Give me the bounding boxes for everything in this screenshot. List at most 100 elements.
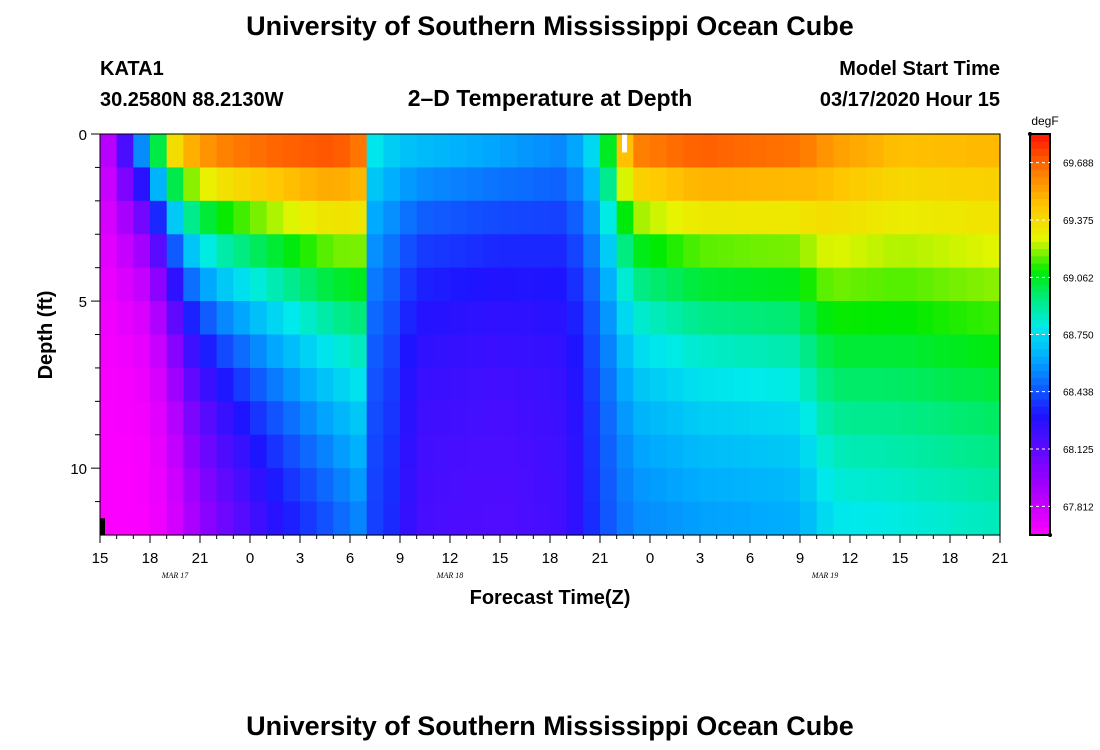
colorbar-segment [1030, 241, 1050, 250]
colorbar-segment [1030, 262, 1050, 271]
heatmap-cell [566, 468, 584, 503]
heatmap-cell [750, 301, 768, 336]
heatmap-cell [616, 367, 634, 402]
heatmap-cell [450, 267, 468, 302]
heatmap-cell [783, 468, 801, 503]
heatmap-cell [383, 468, 401, 503]
heatmap-cell [766, 434, 784, 469]
heatmap-cell [416, 434, 434, 469]
heatmap-cell [450, 367, 468, 402]
heatmap-cell [683, 200, 701, 235]
heatmap-cell [383, 367, 401, 402]
heatmap-cell [283, 134, 301, 169]
heatmap-cell [233, 434, 251, 469]
heatmap-cell [100, 334, 118, 369]
heatmap-cell [316, 468, 334, 503]
heatmap-cell [766, 200, 784, 235]
y-tick-label: 5 [79, 294, 87, 311]
heatmap-cell [850, 367, 868, 402]
heatmap-cell [600, 501, 618, 536]
heatmap-cell [433, 401, 451, 436]
heatmap-cell [716, 401, 734, 436]
heatmap-cell [750, 334, 768, 369]
heatmap-cell [383, 301, 401, 336]
heatmap-cell [583, 301, 601, 336]
heatmap-cell [933, 200, 951, 235]
heatmap-cell [700, 167, 718, 202]
heatmap-cell [850, 301, 868, 336]
heatmap-cell [250, 167, 268, 202]
heatmap-cell [183, 167, 201, 202]
heatmap-cell [350, 301, 368, 336]
heatmap-cell [166, 367, 184, 402]
heatmap-cell [150, 134, 168, 169]
heatmap-cell [133, 401, 151, 436]
y-axis: 0 5 10 [70, 127, 100, 503]
heatmap-cell [466, 334, 484, 369]
heatmap-cell [333, 234, 351, 269]
heatmap-cell [650, 501, 668, 536]
colorbar-segment [1030, 398, 1050, 407]
colorbar-segment [1030, 255, 1050, 264]
heatmap-cell [633, 267, 651, 302]
colorbar-segment [1030, 434, 1050, 443]
heatmap-cell [816, 167, 834, 202]
heatmap-cell [683, 134, 701, 169]
colorbar-segment [1030, 248, 1050, 257]
heatmap-cell [150, 267, 168, 302]
heatmap-cell [816, 334, 834, 369]
heatmap-cell [583, 367, 601, 402]
heatmap-cell [500, 367, 518, 402]
heatmap-cell [116, 468, 134, 503]
heatmap-cell [683, 167, 701, 202]
heatmap-cell [900, 367, 918, 402]
heatmap-cell [866, 501, 884, 536]
heatmap-cell [366, 434, 384, 469]
heatmap-cell [516, 367, 534, 402]
heatmap-cell [166, 434, 184, 469]
heatmap-cell [333, 200, 351, 235]
colorbar-segment [1030, 134, 1050, 142]
heatmap-cell [700, 367, 718, 402]
heatmap-cell [700, 267, 718, 302]
heatmap-cell [583, 134, 601, 169]
heatmap-cell [716, 267, 734, 302]
heatmap-cell [100, 367, 118, 402]
heatmap-cell [300, 167, 318, 202]
heatmap-cell [516, 267, 534, 302]
heatmap-cell [266, 234, 284, 269]
y-tick-label: 0 [79, 127, 87, 144]
heatmap-cell [366, 267, 384, 302]
colorbar-tick-label: 68.750 [1063, 331, 1094, 342]
heatmap-cell [633, 301, 651, 336]
heatmap-cell [583, 501, 601, 536]
heatmap-cell [633, 501, 651, 536]
heatmap-cell [300, 434, 318, 469]
heatmap-cell [766, 367, 784, 402]
heatmap-cell [600, 434, 618, 469]
heatmap-cell [916, 434, 934, 469]
heatmap-cell [966, 301, 984, 336]
heatmap-cell [683, 367, 701, 402]
heatmap-cell [933, 401, 951, 436]
x-tick-label: 12 [842, 550, 859, 567]
heatmap-cell [316, 401, 334, 436]
heatmap-cell [716, 367, 734, 402]
heatmap-cell [716, 167, 734, 202]
heatmap-cell [350, 234, 368, 269]
heatmap-cell [416, 334, 434, 369]
colorbar-tick-label: 69.062 [1063, 273, 1094, 284]
heatmap-cell [950, 434, 968, 469]
heatmap-cell [316, 301, 334, 336]
heatmap-cell [766, 401, 784, 436]
heatmap-cell [700, 501, 718, 536]
heatmap-cell [650, 267, 668, 302]
heatmap-cell [583, 334, 601, 369]
heatmap-cell [700, 234, 718, 269]
heatmap-cell [466, 468, 484, 503]
heatmap-cell [650, 334, 668, 369]
heatmap-cell [600, 367, 618, 402]
heatmap-cell [200, 267, 218, 302]
heatmap-cell [983, 267, 1001, 302]
heatmap-cell [283, 401, 301, 436]
